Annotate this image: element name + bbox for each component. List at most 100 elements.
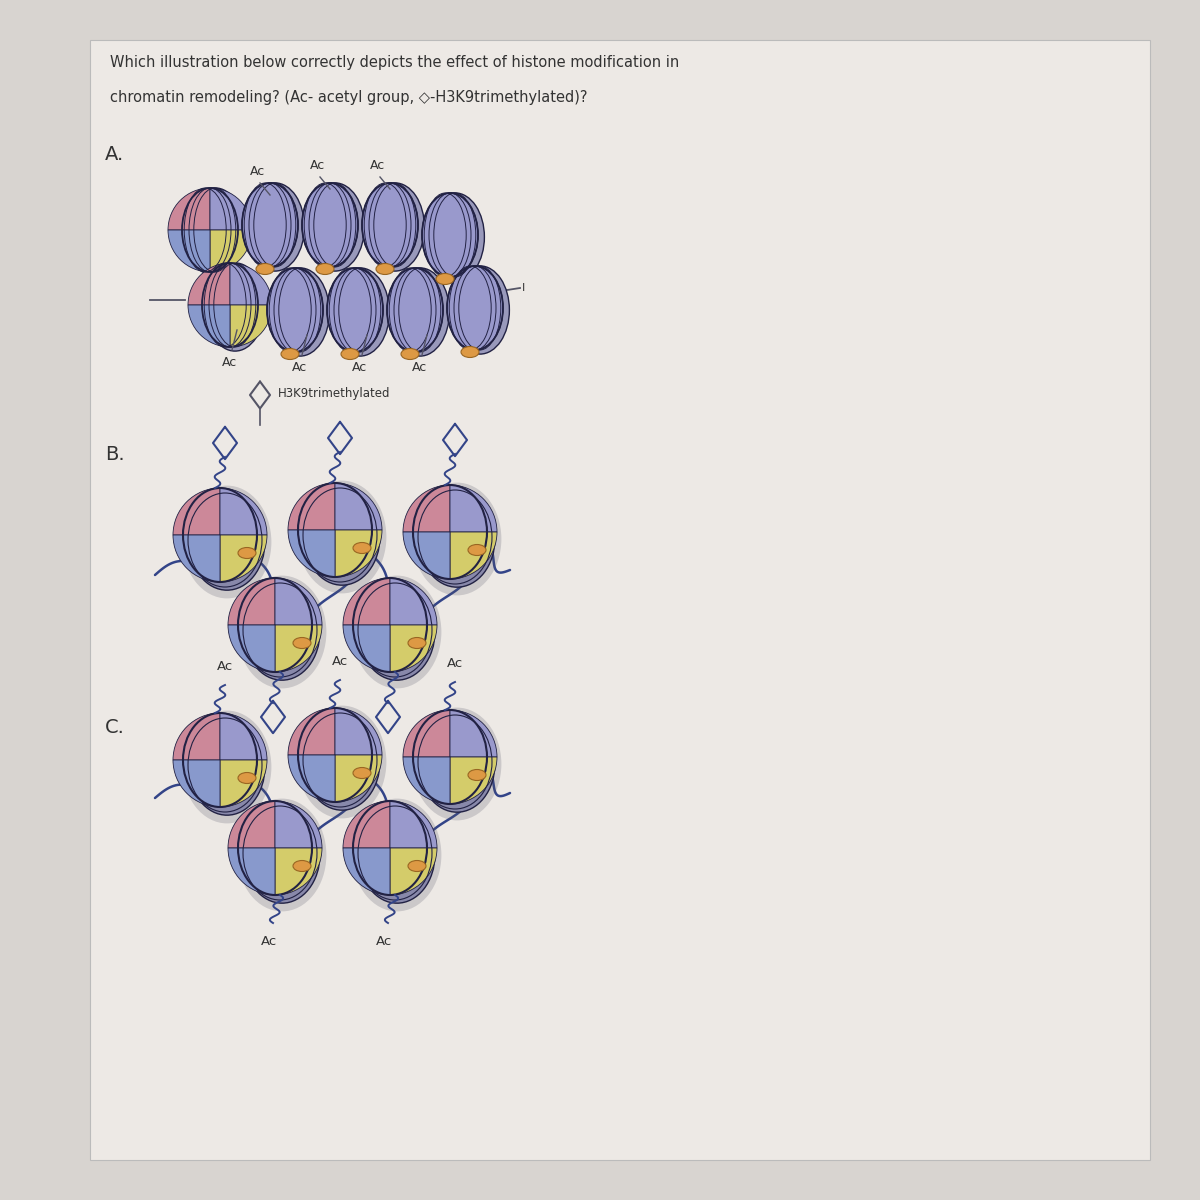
Ellipse shape <box>304 714 380 810</box>
Ellipse shape <box>244 584 320 680</box>
Ellipse shape <box>451 266 509 354</box>
Wedge shape <box>275 578 322 625</box>
Wedge shape <box>343 578 390 625</box>
Text: Ac: Ac <box>293 361 307 374</box>
Wedge shape <box>228 578 275 625</box>
Wedge shape <box>288 482 335 530</box>
Ellipse shape <box>205 263 264 352</box>
Wedge shape <box>188 263 230 305</box>
Wedge shape <box>343 625 390 672</box>
Ellipse shape <box>190 494 265 590</box>
Ellipse shape <box>468 545 486 556</box>
Text: Ac: Ac <box>353 361 367 374</box>
Ellipse shape <box>359 806 434 904</box>
Text: B.: B. <box>106 445 125 464</box>
Wedge shape <box>210 230 252 272</box>
Ellipse shape <box>419 491 494 587</box>
Ellipse shape <box>341 348 359 360</box>
Wedge shape <box>403 485 450 532</box>
Ellipse shape <box>242 182 298 266</box>
FancyBboxPatch shape <box>90 40 1150 1160</box>
Text: Ac: Ac <box>413 361 427 374</box>
Ellipse shape <box>293 860 311 871</box>
Wedge shape <box>228 848 275 895</box>
Wedge shape <box>168 230 210 272</box>
Ellipse shape <box>298 706 386 818</box>
Ellipse shape <box>353 799 442 912</box>
Ellipse shape <box>419 716 494 812</box>
Ellipse shape <box>238 773 256 784</box>
Text: Ac: Ac <box>376 935 392 948</box>
Ellipse shape <box>266 268 323 352</box>
Ellipse shape <box>330 268 390 356</box>
Wedge shape <box>220 760 266 806</box>
Text: I: I <box>522 283 526 293</box>
Ellipse shape <box>401 348 419 360</box>
Wedge shape <box>343 802 390 848</box>
Text: Ac: Ac <box>371 158 385 172</box>
Text: Ac: Ac <box>332 655 348 668</box>
Wedge shape <box>220 535 266 582</box>
Ellipse shape <box>366 182 425 271</box>
Ellipse shape <box>316 264 334 275</box>
Ellipse shape <box>306 182 365 271</box>
Ellipse shape <box>238 799 326 912</box>
Wedge shape <box>403 710 450 757</box>
Wedge shape <box>403 757 450 804</box>
Ellipse shape <box>422 193 478 277</box>
Ellipse shape <box>244 806 320 904</box>
Wedge shape <box>450 485 497 532</box>
Wedge shape <box>335 708 382 755</box>
Ellipse shape <box>190 719 265 815</box>
Wedge shape <box>173 488 220 535</box>
Text: C.: C. <box>106 718 125 737</box>
Wedge shape <box>230 305 272 347</box>
Ellipse shape <box>426 193 485 281</box>
Wedge shape <box>288 755 335 802</box>
Text: H3K9trimethylated: H3K9trimethylated <box>278 388 390 401</box>
Wedge shape <box>275 848 322 895</box>
Wedge shape <box>220 713 266 760</box>
Text: Which illustration below correctly depicts the effect of histone modification in: Which illustration below correctly depic… <box>110 55 679 70</box>
Wedge shape <box>228 802 275 848</box>
Wedge shape <box>168 188 210 230</box>
Ellipse shape <box>182 710 271 823</box>
Wedge shape <box>390 848 437 895</box>
Text: Ac: Ac <box>311 158 325 172</box>
Ellipse shape <box>362 182 418 266</box>
Ellipse shape <box>293 637 311 648</box>
Wedge shape <box>390 578 437 625</box>
Wedge shape <box>275 802 322 848</box>
Ellipse shape <box>246 182 305 271</box>
Ellipse shape <box>408 860 426 871</box>
Wedge shape <box>335 755 382 802</box>
Wedge shape <box>450 710 497 757</box>
Ellipse shape <box>353 576 442 689</box>
Ellipse shape <box>408 637 426 648</box>
Text: chromatin remodeling? (Ac- acetyl group, ◇-H3K9trimethylated)?: chromatin remodeling? (Ac- acetyl group,… <box>110 90 588 104</box>
Text: Ac: Ac <box>446 658 463 670</box>
Ellipse shape <box>359 584 434 680</box>
Ellipse shape <box>413 482 502 595</box>
Ellipse shape <box>353 542 371 553</box>
Wedge shape <box>188 305 230 347</box>
Wedge shape <box>343 848 390 895</box>
Wedge shape <box>230 263 272 305</box>
Wedge shape <box>450 757 497 804</box>
Text: A.: A. <box>106 145 125 164</box>
Wedge shape <box>335 530 382 577</box>
Wedge shape <box>173 535 220 582</box>
Wedge shape <box>335 482 382 530</box>
Ellipse shape <box>302 182 358 266</box>
Ellipse shape <box>388 268 443 352</box>
Ellipse shape <box>186 188 245 276</box>
Wedge shape <box>173 713 220 760</box>
Ellipse shape <box>326 268 383 352</box>
Wedge shape <box>450 532 497 578</box>
Ellipse shape <box>468 769 486 780</box>
Ellipse shape <box>413 708 502 821</box>
Wedge shape <box>403 532 450 578</box>
Text: Ac: Ac <box>222 356 238 368</box>
Wedge shape <box>288 530 335 577</box>
Wedge shape <box>173 760 220 806</box>
